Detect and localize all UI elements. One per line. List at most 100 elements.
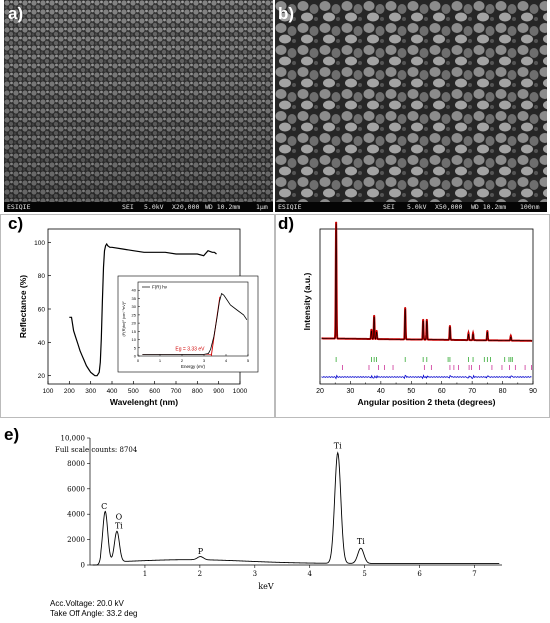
sem-voltage: 5.0kV: [407, 203, 427, 211]
inset-x-tick-label: 2: [181, 358, 184, 363]
inset-y-tick-label: 35: [132, 296, 137, 301]
x-axis-label: keV: [258, 582, 274, 591]
inset-x-tick-label: 4: [225, 358, 228, 363]
x-tick-label: 7: [472, 570, 476, 578]
peak-label-ti: Ti: [115, 522, 123, 531]
inset-y-tick-label: 5: [134, 345, 137, 350]
band-gap-annotation: Eg = 3.33 eV: [175, 347, 205, 353]
x-tick-label: 1000: [233, 388, 248, 395]
peak-label-o: O: [116, 513, 123, 522]
x-axis-label: Wavelenght (nm): [110, 397, 178, 407]
inset-legend-label: F(R) hν: [152, 285, 168, 290]
y-tick-label: 60: [38, 307, 46, 314]
x-tick-label: 3: [253, 570, 257, 578]
y-axis-label: Reflectance (%): [18, 275, 28, 338]
sem-info-bar-a: ESIQIE SEI 5.0kV X20,000 WD 10.2mm 1μm: [4, 202, 273, 212]
x-tick-label: 90: [529, 388, 537, 395]
peak-label-ti: Ti: [334, 441, 342, 450]
x-tick-label: 30: [347, 388, 355, 395]
tauc-line: [142, 292, 248, 355]
sem-brand: ESIQIE: [278, 203, 302, 211]
panel-label-a: a): [8, 4, 24, 23]
peak-marker: [422, 318, 425, 321]
x-tick-label: 800: [192, 388, 203, 395]
eds-title: Full scale counts: 8704: [55, 446, 138, 454]
take-off-angle-text: Take Off Angle: 33.2 deg: [50, 609, 138, 618]
inset-x-tick-label: 0: [137, 358, 140, 363]
inset-x-tick-label: 1: [159, 358, 162, 363]
sem-info-bar-b: ESIQIE SEI 5.0kV X50,000 WD 10.2mm 100nm: [275, 202, 547, 212]
inset-y-tick-label: 0: [134, 354, 137, 359]
x-tick-label: 1: [143, 570, 147, 578]
inset-y-tick-label: 30: [132, 304, 137, 309]
y-tick-label: 20: [38, 373, 46, 380]
peak-marker: [370, 328, 373, 331]
peak-marker: [509, 334, 512, 337]
eds-spectrum-chart: Full scale counts: 8704 0 2000 4000 6000 8000…: [55, 435, 502, 591]
x-axis-label: Angular position 2 theta (degrees): [358, 397, 496, 407]
inset-y-tick-label: 10: [132, 337, 137, 342]
x-tick-label: 2: [198, 570, 202, 578]
sem-image-a: a) ESIQIE SEI 5.0kV X20,000 WD 10.2mm 1μ…: [4, 0, 273, 212]
x-tick-label: 80: [499, 388, 507, 395]
panel-label-e: e): [4, 425, 20, 444]
y-tick-label: 6000: [67, 485, 85, 493]
x-tick-label: 5: [362, 570, 366, 578]
sem-scale-label: 100nm: [520, 203, 540, 211]
sem-magnification: X20,000: [172, 203, 200, 211]
x-tick-label: 20: [316, 388, 324, 395]
panel-c-frame: [0, 214, 275, 418]
peak-marker: [472, 332, 475, 335]
inset-y-tick-label: 20: [132, 321, 137, 326]
x-tick-label: 600: [149, 388, 160, 395]
sem-texture-b: [275, 0, 547, 202]
sem-brand: ESIQIE: [7, 203, 31, 211]
sem-scale-label: 1μm: [256, 203, 268, 211]
x-tick-label: 6: [417, 570, 422, 578]
peak-marker: [375, 329, 378, 332]
peak-marker: [335, 221, 338, 224]
peak-marker: [467, 332, 470, 335]
peak-label-p: P: [198, 547, 204, 556]
sem-mode: SEI: [122, 203, 134, 211]
reflectance-chart: 100 200 300 400 500 600 700 800 900 1000204060801…: [18, 228, 259, 407]
inset-x-axis-label: Energy (eV): [181, 364, 206, 369]
y-tick-label: 40: [38, 340, 46, 347]
y-tick-label: 80: [38, 273, 46, 280]
difference-curve: [321, 374, 532, 380]
peak-label-c: C: [101, 502, 107, 511]
y-tick-label: 8000: [67, 460, 85, 468]
panel-label-d: d): [278, 214, 295, 233]
x-tick-label: 700: [171, 388, 182, 395]
observed-profile: [321, 222, 533, 342]
inset-x-tick-label: 5: [247, 358, 250, 363]
peak-label-ti: Ti: [357, 537, 365, 546]
peak-marker: [425, 318, 428, 321]
y-axis-label: Intensity (a.u.): [302, 273, 312, 331]
sem-working-distance: WD 10.2mm: [471, 203, 507, 211]
y-tick-label: 100: [34, 240, 45, 247]
y-tick-label: 2000: [67, 536, 85, 544]
inset-y-tick-label: 15: [132, 329, 137, 334]
x-tick-label: 70: [468, 388, 476, 395]
x-tick-label: 60: [438, 388, 446, 395]
peak-marker: [448, 324, 451, 327]
peak-marker: [373, 314, 376, 317]
sem-image-b: b) ESIQIE SEI 5.0kV X50,000 WD 10.2mm 10…: [275, 0, 547, 212]
inset-y-tick-label: 25: [132, 312, 137, 317]
x-tick-label: 500: [128, 388, 139, 395]
x-tick-label: 900: [213, 388, 224, 395]
y-tick-label: 10,000: [61, 435, 86, 443]
x-tick-label: 100: [43, 388, 54, 395]
x-tick-label: 300: [85, 388, 96, 395]
sem-voltage: 5.0kV: [144, 203, 164, 211]
eds-spectrum-line: [92, 451, 500, 566]
y-tick-label: 0: [81, 562, 85, 570]
reflectance-line: [69, 242, 217, 377]
sem-working-distance: WD 10.2mm: [205, 203, 241, 211]
inset-x-tick-label: 3: [203, 358, 206, 363]
inset-y-axis-label: (F(R)hν)² (cm⁻¹eV)²: [121, 301, 126, 337]
x-tick-label: 50: [407, 388, 415, 395]
sem-texture-a: [4, 0, 273, 202]
x-tick-label: 200: [64, 388, 75, 395]
